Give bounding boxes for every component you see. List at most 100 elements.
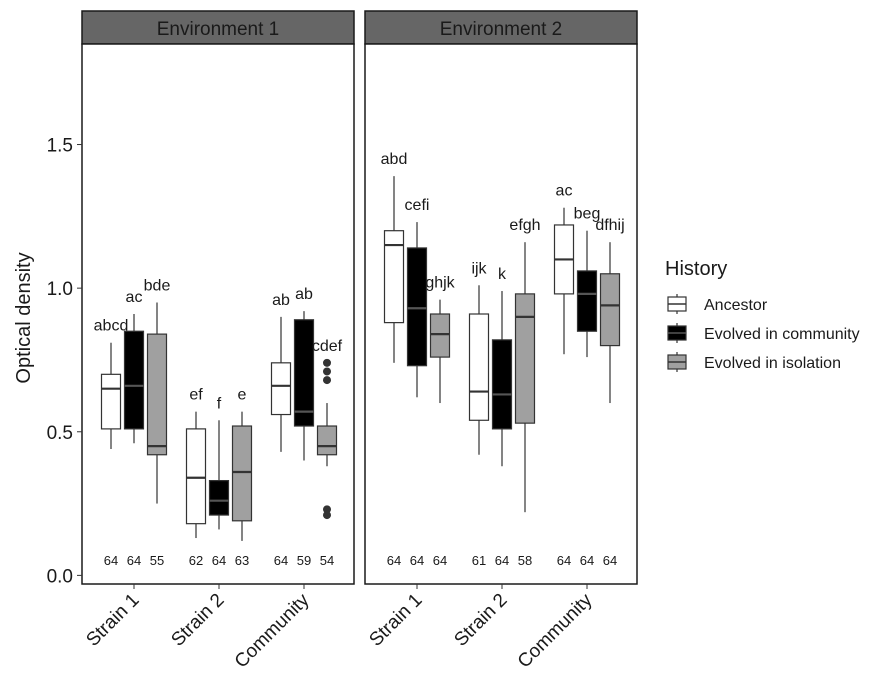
y-axis-title: Optical density xyxy=(13,252,35,383)
x-tick-label: Community xyxy=(231,589,314,672)
panel-strip xyxy=(81,10,355,45)
sample-size-label: 64 xyxy=(127,553,141,568)
sample-size-label: 64 xyxy=(212,553,226,568)
legend-title: History xyxy=(665,258,727,280)
sample-size-label: 64 xyxy=(433,553,447,568)
significance-label: cdef xyxy=(312,338,343,355)
box-ancestor: ijk 61 xyxy=(468,260,490,568)
y-tick-label: 1.5 xyxy=(47,136,73,157)
sample-size-label: 64 xyxy=(580,553,594,568)
outlier-point xyxy=(323,376,331,385)
box-evolved-isolation: ghjk 64 xyxy=(425,275,455,568)
box-iqr xyxy=(231,425,253,522)
sample-size-label: 63 xyxy=(235,553,249,568)
box-iqr xyxy=(270,362,292,416)
x-tick-label: Strain 2 xyxy=(450,590,511,651)
significance-label: abd xyxy=(381,151,408,168)
box-iqr xyxy=(146,333,168,456)
box-evolved-community: ab 59 xyxy=(293,286,315,568)
box-ancestor: abcd 64 xyxy=(94,318,129,568)
box-evolved-isolation: bde 55 xyxy=(144,278,171,568)
box-evolved-community: ac 64 xyxy=(123,289,145,568)
box-evolved-community: k 64 xyxy=(491,266,513,568)
box-ancestor: abd 64 xyxy=(381,151,408,568)
box-iqr xyxy=(208,479,230,516)
outlier-point xyxy=(323,358,331,367)
significance-label: ab xyxy=(272,292,290,309)
significance-label: bde xyxy=(144,278,171,295)
box-evolved-isolation: cdef 54 xyxy=(312,338,343,568)
sample-size-label: 64 xyxy=(557,553,571,568)
box-evolved-community: beg 64 xyxy=(574,206,601,568)
significance-label: beg xyxy=(574,206,601,223)
y-tick-label: 0.5 xyxy=(47,423,73,444)
sample-size-label: 58 xyxy=(518,553,532,568)
box-iqr xyxy=(468,313,490,421)
legend-label: Evolved in community xyxy=(704,326,860,343)
sample-size-label: 61 xyxy=(472,553,486,568)
box-iqr xyxy=(123,330,145,430)
significance-label: e xyxy=(238,387,247,404)
panel-2: Environment 2 Strain 1 abd 64 cefi 64 ghjk 64 St… xyxy=(364,10,638,672)
box-evolved-isolation: e 63 xyxy=(231,387,253,568)
legend-label: Ancestor xyxy=(704,297,768,314)
box-ancestor: ab 64 xyxy=(270,292,292,568)
sample-size-label: 64 xyxy=(387,553,401,568)
box-evolved-community: f 64 xyxy=(208,395,230,568)
significance-label: efgh xyxy=(509,217,540,234)
panel-title: Environment 1 xyxy=(157,19,280,40)
significance-label: cefi xyxy=(405,197,430,214)
sample-size-label: 62 xyxy=(189,553,203,568)
box-iqr xyxy=(491,339,513,430)
panel-title: Environment 2 xyxy=(440,19,563,40)
sample-size-label: 55 xyxy=(150,553,164,568)
box-iqr xyxy=(100,373,122,430)
significance-label: f xyxy=(217,395,222,412)
legend-entry: Evolved in isolation xyxy=(667,352,841,372)
box-iqr xyxy=(514,293,536,424)
legend: History Ancestor Evolved in community Evol… xyxy=(665,258,860,372)
x-tick-label: Strain 2 xyxy=(167,590,228,651)
legend-entry: Ancestor xyxy=(667,294,768,314)
outlier-point xyxy=(323,505,331,514)
significance-label: ac xyxy=(556,183,573,200)
significance-label: ef xyxy=(189,387,203,404)
y-axis: 0.0 0.5 1.0 1.5 xyxy=(47,136,82,587)
significance-label: ghjk xyxy=(425,275,455,292)
sample-size-label: 64 xyxy=(603,553,617,568)
panels-layer: Environment 1 Strain 1 abcd 64 ac 64 bde 55 Stra… xyxy=(81,10,638,672)
box-iqr xyxy=(316,425,338,456)
box-iqr xyxy=(293,319,315,427)
legend-entry: Evolved in community xyxy=(667,323,860,343)
box-iqr xyxy=(383,230,405,324)
x-tick-label: Strain 1 xyxy=(82,590,143,651)
x-tick-label: Community xyxy=(514,589,597,672)
panel-1: Environment 1 Strain 1 abcd 64 ac 64 bde 55 Stra… xyxy=(81,10,355,672)
significance-label: k xyxy=(498,266,507,283)
box-iqr xyxy=(576,270,598,332)
box-ancestor: ac 64 xyxy=(553,183,575,568)
outlier-point xyxy=(323,367,331,376)
legend-label: Evolved in isolation xyxy=(704,355,841,372)
sample-size-label: 59 xyxy=(297,553,311,568)
box-evolved-isolation: efgh 58 xyxy=(509,217,540,568)
box-iqr xyxy=(599,273,621,347)
sample-size-label: 64 xyxy=(104,553,118,568)
box-evolved-isolation: dfhij 64 xyxy=(595,217,624,568)
sample-size-label: 64 xyxy=(495,553,509,568)
sample-size-label: 54 xyxy=(320,553,334,568)
box-iqr xyxy=(185,428,207,525)
panel-strip xyxy=(364,10,638,45)
y-tick-label: 0.0 xyxy=(47,566,73,587)
box-iqr xyxy=(406,247,428,367)
box-ancestor: ef 62 xyxy=(185,387,207,568)
box-evolved-community: cefi 64 xyxy=(405,197,430,568)
outlier-point xyxy=(323,511,331,520)
significance-label: abcd xyxy=(94,318,129,335)
significance-label: ab xyxy=(295,286,313,303)
significance-label: ac xyxy=(126,289,143,306)
box-iqr xyxy=(429,313,451,358)
significance-label: dfhij xyxy=(595,217,624,234)
sample-size-label: 64 xyxy=(274,553,288,568)
